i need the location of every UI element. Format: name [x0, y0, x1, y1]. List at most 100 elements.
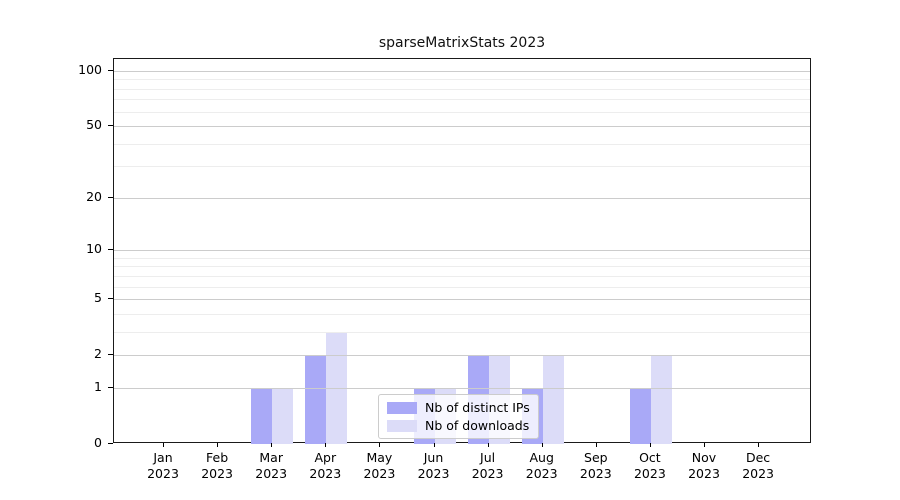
x-axis-tick-mark [379, 443, 381, 447]
y-axis-tick-mark [108, 298, 113, 299]
x-axis-year: 2023 [147, 465, 179, 481]
legend-label-nb-of-distinct-ips: Nb of distinct IPs [425, 400, 530, 415]
gridline-minor [114, 144, 810, 145]
bar-nb-of-distinct-ips-mar [251, 387, 273, 444]
x-axis-tick-label: Feb 2023 [187, 450, 247, 481]
legend-swatch-nb-of-distinct-ips [387, 401, 417, 414]
y-axis-tick-label: 100 [78, 62, 102, 77]
x-axis-year: 2023 [363, 465, 396, 481]
y-axis-tick-mark [108, 249, 113, 250]
gridline-minor [114, 79, 810, 80]
x-axis-month: Nov [691, 450, 717, 465]
gridline-minor [114, 258, 810, 259]
x-axis-tick-mark [595, 443, 597, 447]
x-axis-month: Aug [529, 450, 554, 465]
x-axis-month: Sep [584, 450, 608, 465]
x-axis-month: Mar [259, 450, 283, 465]
x-axis-month: Jul [480, 450, 496, 465]
x-axis-tick-mark [758, 443, 760, 447]
y-axis-tick-mark [108, 354, 113, 355]
gridline-major [114, 299, 810, 300]
chart-title: sparseMatrixStats 2023 [378, 35, 546, 51]
gridline-minor [114, 266, 810, 267]
x-axis-year: 2023 [633, 465, 666, 481]
x-axis-tick-mark [163, 443, 164, 447]
bar-nb-of-downloads-apr [326, 331, 348, 444]
x-axis-tick-label: Apr 2023 [295, 450, 355, 481]
x-axis-month: Oct [639, 450, 661, 465]
legend-row-nb-of-downloads: Nb of downloads [387, 417, 530, 434]
x-axis-tick-mark [271, 443, 273, 447]
x-axis-year: 2023 [579, 465, 612, 481]
gridline-major [114, 71, 810, 72]
y-axis-tick-label: 10 [86, 241, 102, 256]
x-axis-year: 2023 [417, 465, 450, 481]
x-axis-tick-mark [541, 443, 543, 447]
x-axis-tick-label: Dec 2023 [728, 450, 788, 481]
gridline-minor [114, 89, 810, 90]
x-axis-tick-label: Aug 2023 [512, 450, 572, 481]
x-axis-tick-label: Sep 2023 [566, 450, 626, 481]
gridline-major [114, 388, 810, 389]
bar-nb-of-downloads-aug [542, 355, 564, 444]
legend-label-nb-of-downloads: Nb of downloads [425, 418, 530, 433]
y-axis-tick-label: 5 [94, 290, 102, 305]
x-axis-tick-label: Jan 2023 [133, 450, 193, 481]
y-axis-tick-label: 1 [94, 379, 102, 394]
gridline-major [114, 355, 810, 356]
legend-swatch-nb-of-downloads [387, 419, 417, 432]
x-axis-tick-mark [217, 443, 219, 447]
y-axis-tick-mark [108, 70, 113, 71]
x-axis-tick-label: Mar 2023 [241, 450, 301, 481]
x-axis-year: 2023 [201, 465, 233, 481]
gridline-minor [114, 166, 810, 167]
x-axis-year: 2023 [688, 465, 720, 481]
x-axis-tick-mark [433, 443, 435, 447]
gridline-minor [114, 276, 810, 277]
x-axis-tick-label: May 2023 [349, 450, 409, 481]
x-axis-year: 2023 [742, 465, 774, 481]
x-axis-tick-label: Oct 2023 [620, 450, 680, 481]
bar-nb-of-downloads-oct [650, 355, 672, 444]
gridline-minor [114, 99, 810, 100]
x-axis-month: Apr [314, 450, 337, 465]
legend: Nb of distinct IPs Nb of downloads [378, 394, 539, 439]
bar-nb-of-distinct-ips-oct [629, 387, 651, 444]
gridline-major [114, 250, 810, 251]
x-axis-month: May [366, 450, 393, 465]
y-axis-tick-label: 50 [86, 117, 102, 132]
gridline-major [114, 126, 810, 127]
y-axis-tick-label: 2 [94, 346, 102, 361]
y-axis-tick-label: 0 [94, 435, 102, 450]
x-axis-year: 2023 [525, 465, 558, 481]
x-axis-tick-mark [649, 443, 651, 447]
x-axis-year: 2023 [471, 465, 504, 481]
x-axis-tick-label: Jul 2023 [458, 450, 518, 481]
x-axis-tick-mark [487, 443, 489, 447]
gridline-minor [114, 332, 810, 333]
y-axis-tick-mark [108, 443, 113, 444]
bar-nb-of-distinct-ips-apr [305, 355, 327, 444]
bar-nb-of-downloads-mar [272, 387, 294, 444]
x-axis-month: Dec [745, 450, 771, 465]
legend-row-nb-of-distinct-ips: Nb of distinct IPs [387, 399, 530, 416]
x-axis-year: 2023 [255, 465, 288, 481]
x-axis-tick-label: Nov 2023 [674, 450, 734, 481]
x-axis-tick-label: Jun 2023 [404, 450, 464, 481]
x-axis-month: Feb [206, 450, 229, 465]
gridline-major [114, 198, 810, 199]
gridline-minor [114, 314, 810, 315]
y-axis-tick-label: 20 [86, 189, 102, 204]
plot-area [113, 58, 811, 444]
gridline-minor [114, 112, 810, 113]
x-axis-month: Jun [423, 450, 444, 465]
x-axis-month: Jan [153, 450, 173, 465]
x-axis-year: 2023 [309, 465, 342, 481]
y-axis-tick-mark [108, 387, 113, 388]
y-axis-tick-mark [108, 197, 113, 198]
x-axis-tick-mark [704, 443, 705, 447]
x-axis-tick-mark [325, 443, 327, 447]
y-axis-tick-mark [108, 125, 113, 126]
gridline-minor [114, 287, 810, 288]
